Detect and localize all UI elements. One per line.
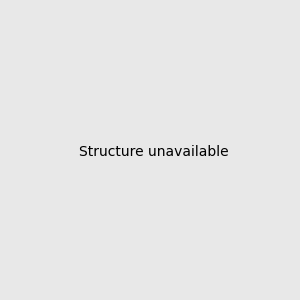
Text: Structure unavailable: Structure unavailable — [79, 145, 229, 158]
